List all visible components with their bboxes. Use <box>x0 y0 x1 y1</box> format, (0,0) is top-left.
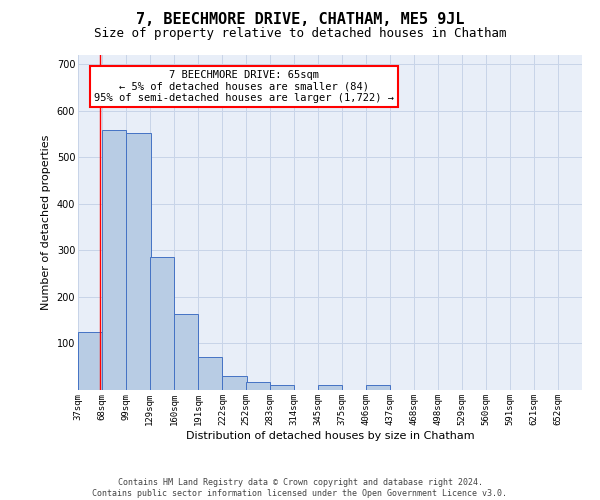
Y-axis label: Number of detached properties: Number of detached properties <box>41 135 51 310</box>
X-axis label: Distribution of detached houses by size in Chatham: Distribution of detached houses by size … <box>185 430 475 440</box>
Bar <box>198 358 223 390</box>
Bar <box>174 314 198 390</box>
Text: 7, BEECHMORE DRIVE, CHATHAM, ME5 9JL: 7, BEECHMORE DRIVE, CHATHAM, ME5 9JL <box>136 12 464 28</box>
Bar <box>366 386 390 390</box>
Text: Contains HM Land Registry data © Crown copyright and database right 2024.
Contai: Contains HM Land Registry data © Crown c… <box>92 478 508 498</box>
Bar <box>78 332 102 390</box>
Bar <box>102 130 127 390</box>
Bar <box>246 382 270 390</box>
Bar <box>223 376 247 390</box>
Bar <box>127 132 151 390</box>
Text: 7 BEECHMORE DRIVE: 65sqm
← 5% of detached houses are smaller (84)
95% of semi-de: 7 BEECHMORE DRIVE: 65sqm ← 5% of detache… <box>94 70 394 103</box>
Bar <box>270 386 294 390</box>
Bar <box>150 257 174 390</box>
Text: Size of property relative to detached houses in Chatham: Size of property relative to detached ho… <box>94 28 506 40</box>
Bar <box>318 386 343 390</box>
